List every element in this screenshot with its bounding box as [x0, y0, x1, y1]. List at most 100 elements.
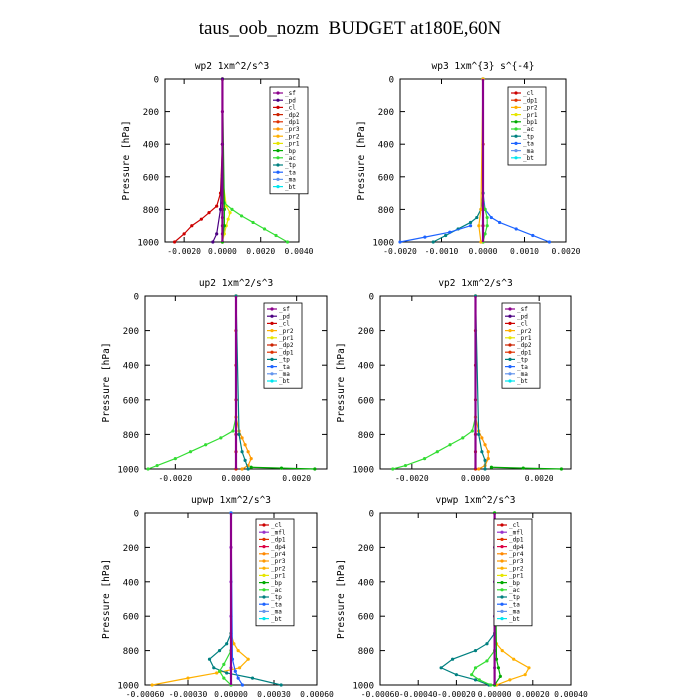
series-point: [559, 467, 564, 471]
series-point: [477, 678, 481, 682]
legend-marker: [262, 523, 266, 527]
series-point: [239, 214, 244, 218]
legend-marker: [500, 523, 504, 527]
legend-marker: [262, 552, 266, 556]
legend-marker: [508, 357, 512, 361]
legend-marker: [508, 365, 512, 369]
series-point: [477, 432, 481, 436]
legend-entry: _bt: [279, 378, 290, 385]
legend-marker: [500, 559, 504, 563]
series-line: [470, 513, 496, 686]
x-tick-label: -0.00060: [126, 690, 165, 699]
series-point: [461, 436, 465, 440]
chart-title: up2 1xm^2/s^3: [199, 278, 273, 289]
y-tick-label: 0: [369, 293, 374, 303]
series-point: [236, 676, 240, 680]
series-point: [485, 642, 489, 646]
legend-marker: [508, 314, 512, 318]
series-point: [514, 227, 518, 231]
y-tick-label: 800: [358, 647, 374, 657]
series-point: [222, 224, 226, 228]
series-point: [423, 235, 427, 239]
legend-entry: _ta: [523, 141, 534, 148]
series-point: [204, 443, 208, 447]
series-point: [403, 463, 408, 468]
legend-entry: _pr2: [517, 328, 532, 335]
x-tick-label: 0.0020: [246, 247, 275, 256]
x-tick-label: -0.0020: [167, 247, 201, 256]
legend-marker: [270, 365, 274, 369]
series-point: [279, 683, 283, 687]
legend-entry: _pr1: [509, 573, 524, 580]
legend-marker: [514, 105, 518, 109]
series-point: [233, 669, 237, 673]
series-point: [155, 463, 159, 468]
x-tick-label: 0.0000: [469, 247, 498, 256]
y-tick-label: 1000: [372, 239, 394, 249]
series-point: [468, 220, 473, 225]
y-tick-label: 600: [123, 396, 139, 406]
series-point: [391, 467, 395, 471]
x-tick-label: 0.0000: [208, 247, 237, 256]
legend-marker: [276, 91, 280, 95]
series-line: [147, 296, 237, 470]
series-point: [231, 429, 235, 433]
x-tick-label: 0.00000: [214, 690, 248, 699]
series-point: [182, 232, 186, 236]
legend-marker: [514, 156, 518, 160]
series-point: [215, 204, 219, 208]
legend-entry: _ma: [271, 609, 282, 616]
y-tick-label: 1000: [117, 466, 139, 476]
legend-entry: _bt: [271, 616, 282, 623]
legend-entry: _pd: [279, 313, 290, 320]
legend-entry: _ta: [517, 364, 528, 371]
legend-entry: _dp4: [509, 544, 524, 551]
y-tick-label: 800: [358, 431, 374, 441]
x-tick-label: 0.00040: [554, 690, 588, 699]
series-point: [468, 224, 473, 228]
series-point: [450, 657, 455, 661]
legend-entry: _dp1: [285, 119, 300, 126]
legend-marker: [500, 530, 504, 534]
series-point: [435, 450, 439, 454]
y-axis-label: Pressure [hPa]: [336, 559, 347, 639]
legend-marker: [500, 602, 504, 606]
legend-marker: [514, 134, 518, 138]
legend-entry: _ac: [285, 155, 296, 162]
series-point: [483, 443, 487, 447]
legend-entry: _dp4: [271, 544, 286, 551]
legend-marker: [270, 307, 274, 311]
legend-entry: _bt: [517, 378, 528, 385]
series-point: [448, 443, 452, 447]
legend-entry: _cl: [523, 90, 534, 97]
legend-marker: [508, 372, 512, 376]
series-point: [212, 666, 216, 670]
legend-marker: [514, 141, 518, 145]
legend-entry: _ta: [509, 601, 520, 608]
legend-entry: _pr2: [509, 565, 524, 572]
y-tick-label: 200: [123, 327, 139, 337]
series-point: [225, 671, 229, 675]
legend-entry: _pr4: [509, 551, 524, 558]
series-point: [523, 673, 527, 677]
series-point: [225, 642, 229, 646]
legend-entry: _pr2: [285, 133, 300, 140]
legend-marker: [262, 530, 266, 534]
legend-entry: _bp: [285, 148, 296, 155]
legend-marker: [262, 573, 266, 578]
series-point: [279, 466, 284, 470]
y-tick-label: 200: [143, 108, 159, 118]
series-point: [246, 657, 250, 661]
legend-entry: _pr2: [271, 565, 286, 572]
legend-marker: [276, 127, 280, 131]
legend-entry: _bt: [523, 155, 534, 162]
x-tick-label: 0.00000: [478, 690, 512, 699]
series-point: [496, 666, 501, 670]
series-point: [250, 676, 255, 680]
legend-marker: [508, 343, 512, 347]
series-point: [237, 432, 241, 436]
legend-entry: _cl: [509, 522, 520, 529]
y-tick-label: 800: [378, 206, 394, 216]
series-line: [439, 513, 496, 686]
series-point: [199, 217, 203, 221]
